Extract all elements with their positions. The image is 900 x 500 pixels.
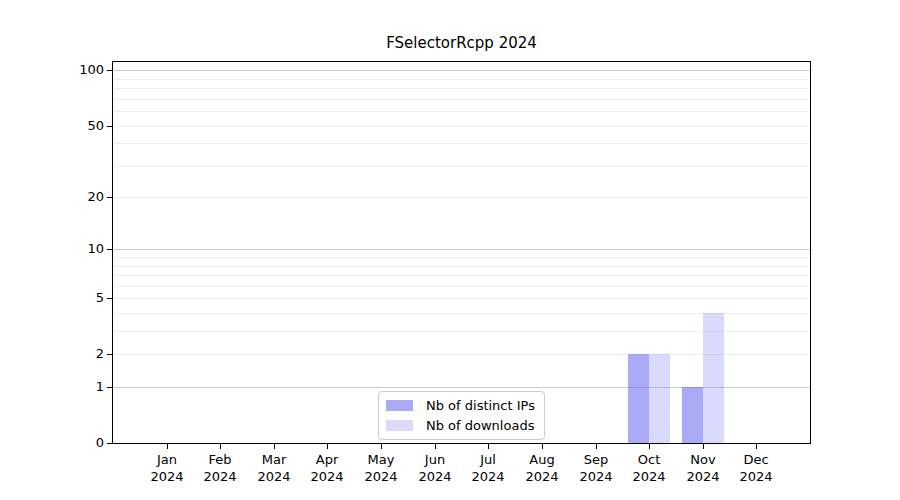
x-tick-mark bbox=[649, 444, 650, 449]
y-tick-label: 50 bbox=[44, 118, 104, 134]
figure: FSelectorRcpp 2024 0125102050100Jan 2024… bbox=[0, 0, 900, 500]
legend-item-distinct-ips: Nb of distinct IPs bbox=[386, 397, 535, 414]
bars-layer bbox=[113, 62, 810, 443]
legend-swatch-downloads bbox=[386, 420, 413, 431]
x-tick-label: Dec 2024 bbox=[714, 451, 798, 485]
x-tick-mark bbox=[596, 444, 597, 449]
y-tick-mark bbox=[107, 197, 113, 198]
x-tick-mark bbox=[327, 444, 328, 449]
x-tick-mark bbox=[220, 444, 221, 449]
y-tick-mark bbox=[107, 70, 113, 71]
x-tick-mark bbox=[435, 444, 436, 449]
x-tick-mark bbox=[488, 444, 489, 449]
x-tick-mark bbox=[756, 444, 757, 449]
y-tick-label: 100 bbox=[44, 62, 104, 78]
y-tick-mark bbox=[107, 354, 113, 355]
chart-title: FSelectorRcpp 2024 bbox=[112, 34, 811, 52]
legend: Nb of distinct IPs Nb of downloads bbox=[378, 391, 545, 440]
x-tick-mark bbox=[542, 444, 543, 449]
legend-label-distinct-ips: Nb of distinct IPs bbox=[426, 398, 535, 413]
plot-area bbox=[112, 61, 811, 444]
y-tick-mark bbox=[107, 387, 113, 388]
y-tick-mark bbox=[107, 126, 113, 127]
legend-label-downloads: Nb of downloads bbox=[426, 418, 534, 433]
bar bbox=[649, 354, 670, 443]
y-tick-label: 1 bbox=[44, 379, 104, 395]
legend-item-downloads: Nb of downloads bbox=[386, 417, 535, 434]
y-tick-mark bbox=[107, 249, 113, 250]
y-tick-label: 10 bbox=[44, 241, 104, 257]
bar bbox=[628, 354, 649, 443]
x-tick-mark bbox=[703, 444, 704, 449]
y-tick-label: 2 bbox=[44, 346, 104, 362]
bar bbox=[682, 387, 703, 443]
x-tick-mark bbox=[167, 444, 168, 449]
legend-swatch-distinct-ips bbox=[386, 400, 413, 411]
y-tick-mark bbox=[107, 298, 113, 299]
y-tick-label: 5 bbox=[44, 290, 104, 306]
x-tick-mark bbox=[274, 444, 275, 449]
y-tick-mark bbox=[107, 443, 113, 444]
x-tick-mark bbox=[381, 444, 382, 449]
y-tick-label: 20 bbox=[44, 189, 104, 205]
bar bbox=[703, 313, 724, 443]
y-tick-label: 0 bbox=[44, 435, 104, 451]
